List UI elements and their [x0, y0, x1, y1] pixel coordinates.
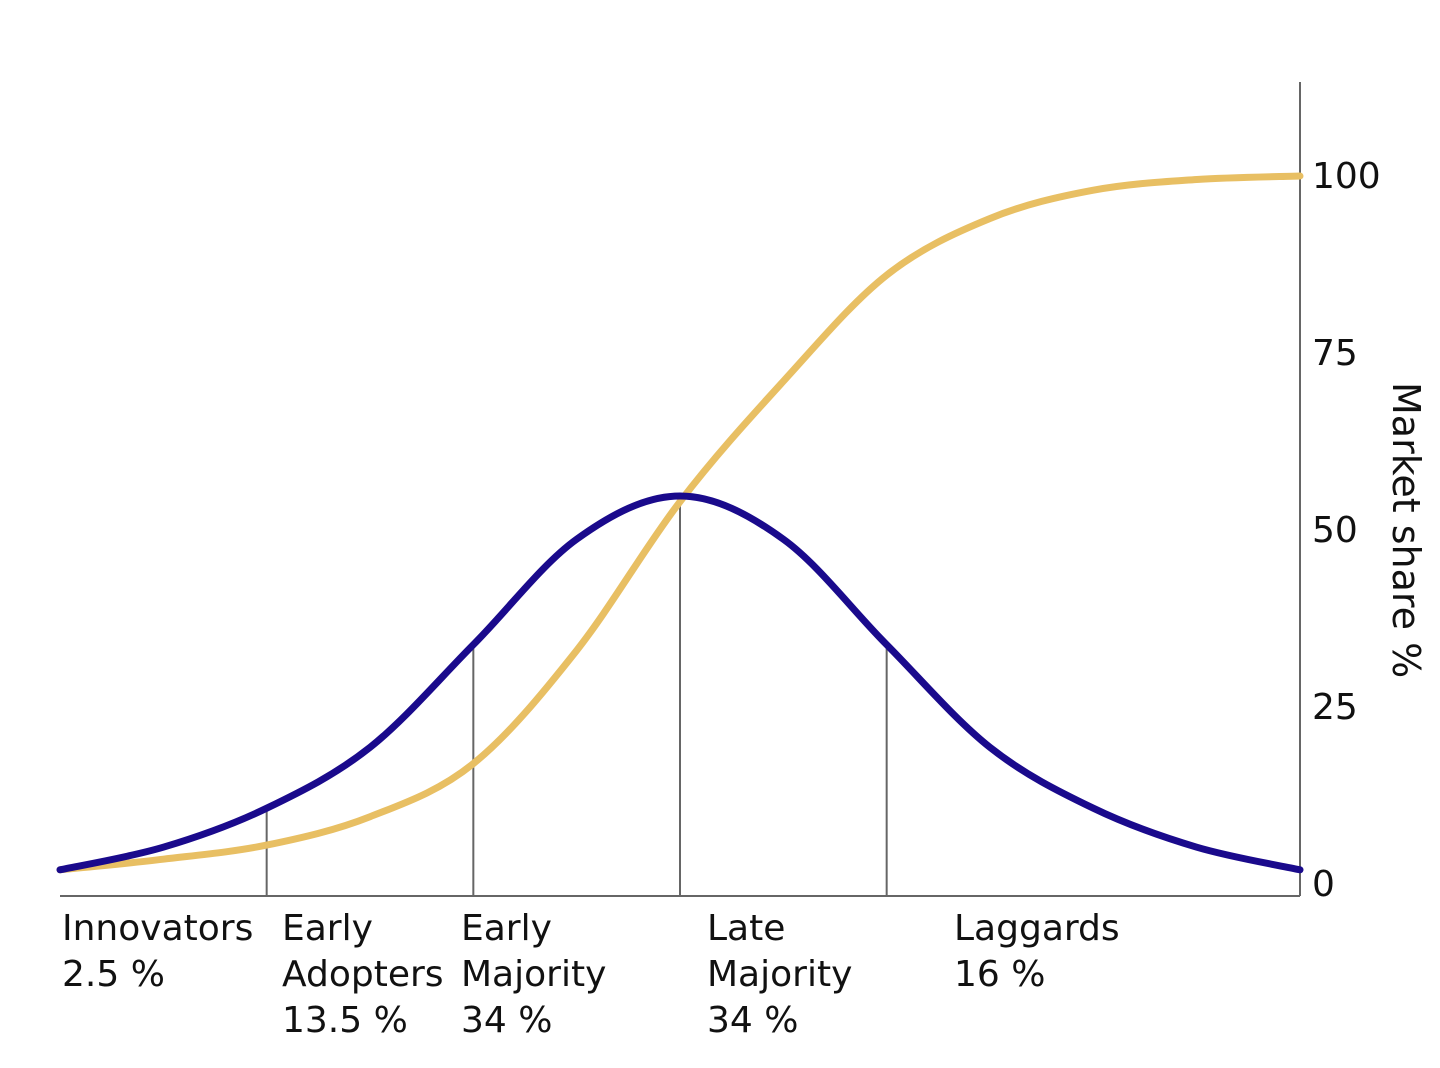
category-laggards: Laggards 16 % [954, 908, 1120, 995]
category-late-majority: Late Majority 34 % [707, 908, 852, 1041]
adopters-bell-curve [56, 492, 1304, 874]
y-axis-title: Market share % [1384, 382, 1428, 678]
y-tick-label-75: 75 [1312, 333, 1358, 374]
category-share: 34 % [707, 1000, 798, 1041]
category-share: 34 % [461, 1000, 552, 1041]
y-tick-label-0: 0 [1312, 864, 1335, 905]
category-innovators: Innovators 2.5 % [62, 908, 253, 995]
category-share: 2.5 % [62, 954, 165, 995]
category-name: Innovators [62, 908, 253, 949]
category-share: 13.5 % [282, 1000, 408, 1041]
y-tick-label-100: 100 [1312, 156, 1381, 197]
category-name-2: Majority [707, 954, 852, 995]
segment-boundaries [265, 496, 888, 896]
category-name: Late [707, 908, 785, 949]
y-tick-labels: 0 25 50 75 100 [1312, 156, 1381, 905]
category-early-majority: Early Majority 34 % [461, 908, 606, 1041]
y-tick-label-25: 25 [1312, 687, 1358, 728]
cumulative-curve [56, 172, 1304, 874]
category-early-adopters: Early Adopters 13.5 % [282, 908, 444, 1041]
category-name: Early [282, 908, 373, 949]
y-tick-label-50: 50 [1312, 510, 1358, 551]
category-name: Early [461, 908, 552, 949]
category-name-2: Majority [461, 954, 606, 995]
category-name-2: Adopters [282, 954, 444, 995]
category-share: 16 % [954, 954, 1045, 995]
category-name: Laggards [954, 908, 1120, 949]
